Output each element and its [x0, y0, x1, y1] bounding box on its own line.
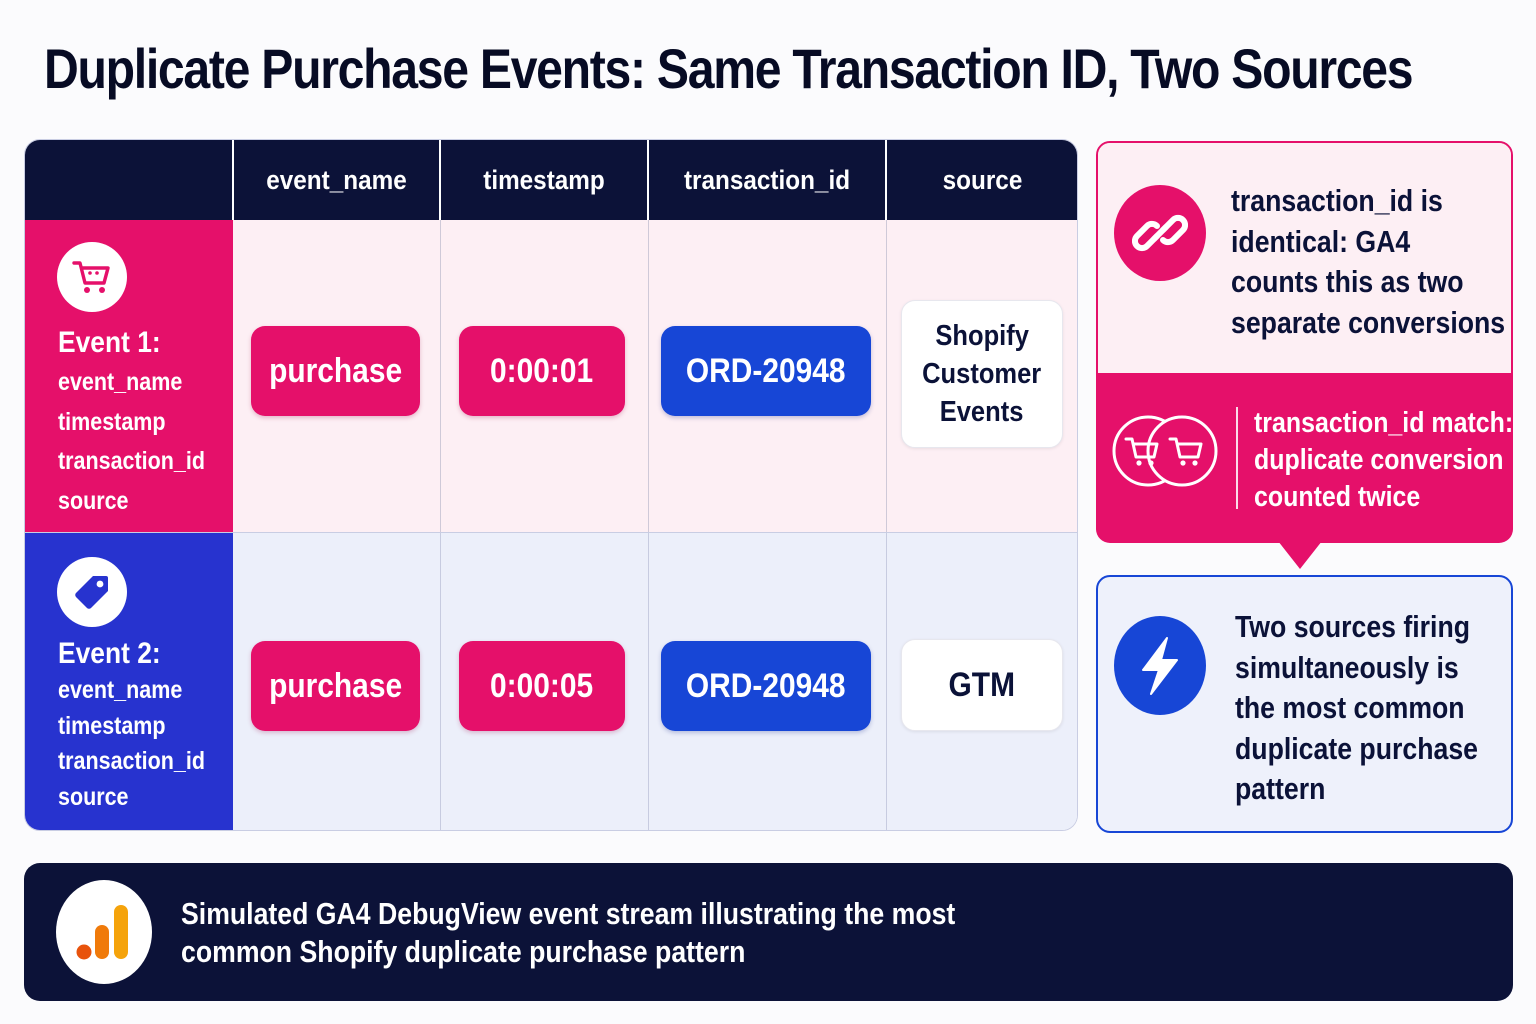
event-2-source-line: GTM	[948, 666, 1016, 704]
event-1-title: Event 1:	[58, 326, 161, 359]
event-2-timestamp-value: 0:00:05	[490, 666, 594, 705]
two-sources-callout: Two sources firing simultaneously is the…	[1096, 575, 1513, 833]
event-1-event-name-value: purchase	[268, 351, 403, 390]
callout-line: simultaneously is	[1235, 649, 1459, 685]
caption-text: Simulated GA4 DebugView event stream ill…	[181, 895, 1081, 971]
event-1-label-cell: Event 1: event_name timestamp transactio…	[25, 220, 233, 532]
double-cart-icon	[1110, 413, 1220, 489]
cell-divider	[440, 533, 441, 830]
cell-divider	[886, 220, 887, 532]
field-label: timestamp	[58, 407, 166, 436]
caption-line: Simulated GA4 DebugView event stream ill…	[181, 896, 956, 931]
callout-line: counted twice	[1254, 481, 1421, 513]
header-divider	[439, 140, 441, 220]
event-2-timestamp-pill: 0:00:05	[459, 641, 625, 731]
page-title: Duplicate Purchase Events: Same Transact…	[44, 37, 1414, 100]
header-transaction-id: transaction_id	[683, 165, 851, 195]
callout-line: pattern	[1235, 771, 1326, 806]
table-row: Event 2: event_name timestamp transactio…	[25, 532, 1077, 830]
event-1-timestamp-pill: 0:00:01	[459, 326, 625, 416]
ga4-analytics-icon	[56, 880, 152, 984]
callout-line: duplicate purchase	[1235, 730, 1478, 766]
header-divider	[885, 140, 887, 220]
field-label: timestamp	[58, 711, 166, 740]
callout-line: duplicate conversion	[1254, 444, 1504, 476]
event-1-source-card: Shopify Customer Events	[901, 300, 1063, 448]
callout-line: transaction_id is	[1231, 183, 1443, 218]
tag-icon	[57, 557, 127, 627]
lightning-icon	[1114, 616, 1206, 715]
field-label: source	[58, 486, 129, 515]
callout-line: transaction_id match:	[1254, 407, 1514, 439]
duplicate-match-text: transaction_id match: duplicate conversi…	[1254, 405, 1536, 516]
two-sources-text: Two sources firing simultaneously is the…	[1235, 607, 1518, 810]
event-2-source-card: GTM	[901, 639, 1063, 731]
cell-divider	[648, 220, 649, 532]
event-2-label-cell: Event 2: event_name timestamp transactio…	[25, 533, 233, 830]
callout-pointer	[1278, 541, 1322, 569]
callout-divider	[1236, 407, 1238, 509]
event-1-event-name-pill: purchase	[251, 326, 420, 416]
header-timestamp: timestamp	[483, 165, 605, 195]
event-1-source-line: Shopify	[935, 320, 1029, 352]
header-source: source	[942, 165, 1023, 195]
event-2-event-name-value: purchase	[268, 666, 403, 705]
caption-bar: Simulated GA4 DebugView event stream ill…	[24, 863, 1513, 1001]
callout-line: counts this as two	[1231, 264, 1464, 299]
header-event-name: event_name	[266, 165, 407, 195]
identical-id-callout: transaction_id is identical: GA4 counts …	[1096, 141, 1513, 569]
field-label: event_name	[58, 368, 183, 396]
event-table: event_name timestamp transaction_id sour…	[24, 139, 1078, 831]
event-1-transaction-id-value: ORD-20948	[686, 351, 846, 390]
callout-line: separate conversions	[1231, 304, 1506, 340]
event-1-timestamp-value: 0:00:01	[490, 351, 594, 390]
field-label: transaction_id	[58, 747, 205, 775]
table-row: Event 1: event_name timestamp transactio…	[25, 220, 1077, 532]
field-label: transaction_id	[58, 447, 205, 475]
event-2-fields: event_name timestamp transaction_id sour…	[58, 673, 229, 815]
cart-icon	[57, 242, 127, 312]
duplicate-match-section: transaction_id match: duplicate conversi…	[1096, 373, 1513, 543]
field-label: source	[58, 782, 129, 811]
field-label: event_name	[58, 676, 183, 704]
cell-divider	[648, 533, 649, 830]
event-2-event-name-pill: purchase	[251, 641, 420, 731]
event-2-transaction-id-value: ORD-20948	[686, 666, 846, 705]
header-divider	[232, 140, 234, 220]
identical-id-section: transaction_id is identical: GA4 counts …	[1098, 143, 1511, 373]
cell-divider	[440, 220, 441, 532]
event-2-title: Event 2:	[58, 637, 161, 670]
event-1-transaction-id-pill: ORD-20948	[661, 326, 871, 416]
callout-line: identical: GA4	[1231, 223, 1411, 259]
event-2-transaction-id-pill: ORD-20948	[661, 641, 871, 731]
identical-id-text: transaction_id is identical: GA4 counts …	[1231, 181, 1536, 343]
cell-divider	[886, 533, 887, 830]
table-header: event_name timestamp transaction_id sour…	[25, 140, 1077, 220]
event-1-source-line: Events	[940, 396, 1024, 428]
caption-line: common Shopify duplicate purchase patter…	[181, 934, 746, 969]
header-divider	[647, 140, 649, 220]
event-1-source-line: Customer	[922, 358, 1042, 390]
callout-line: the most common	[1235, 690, 1465, 725]
link-icon	[1114, 185, 1206, 281]
callout-line: Two sources firing	[1235, 609, 1471, 644]
event-1-fields: event_name timestamp transaction_id sour…	[58, 363, 229, 521]
